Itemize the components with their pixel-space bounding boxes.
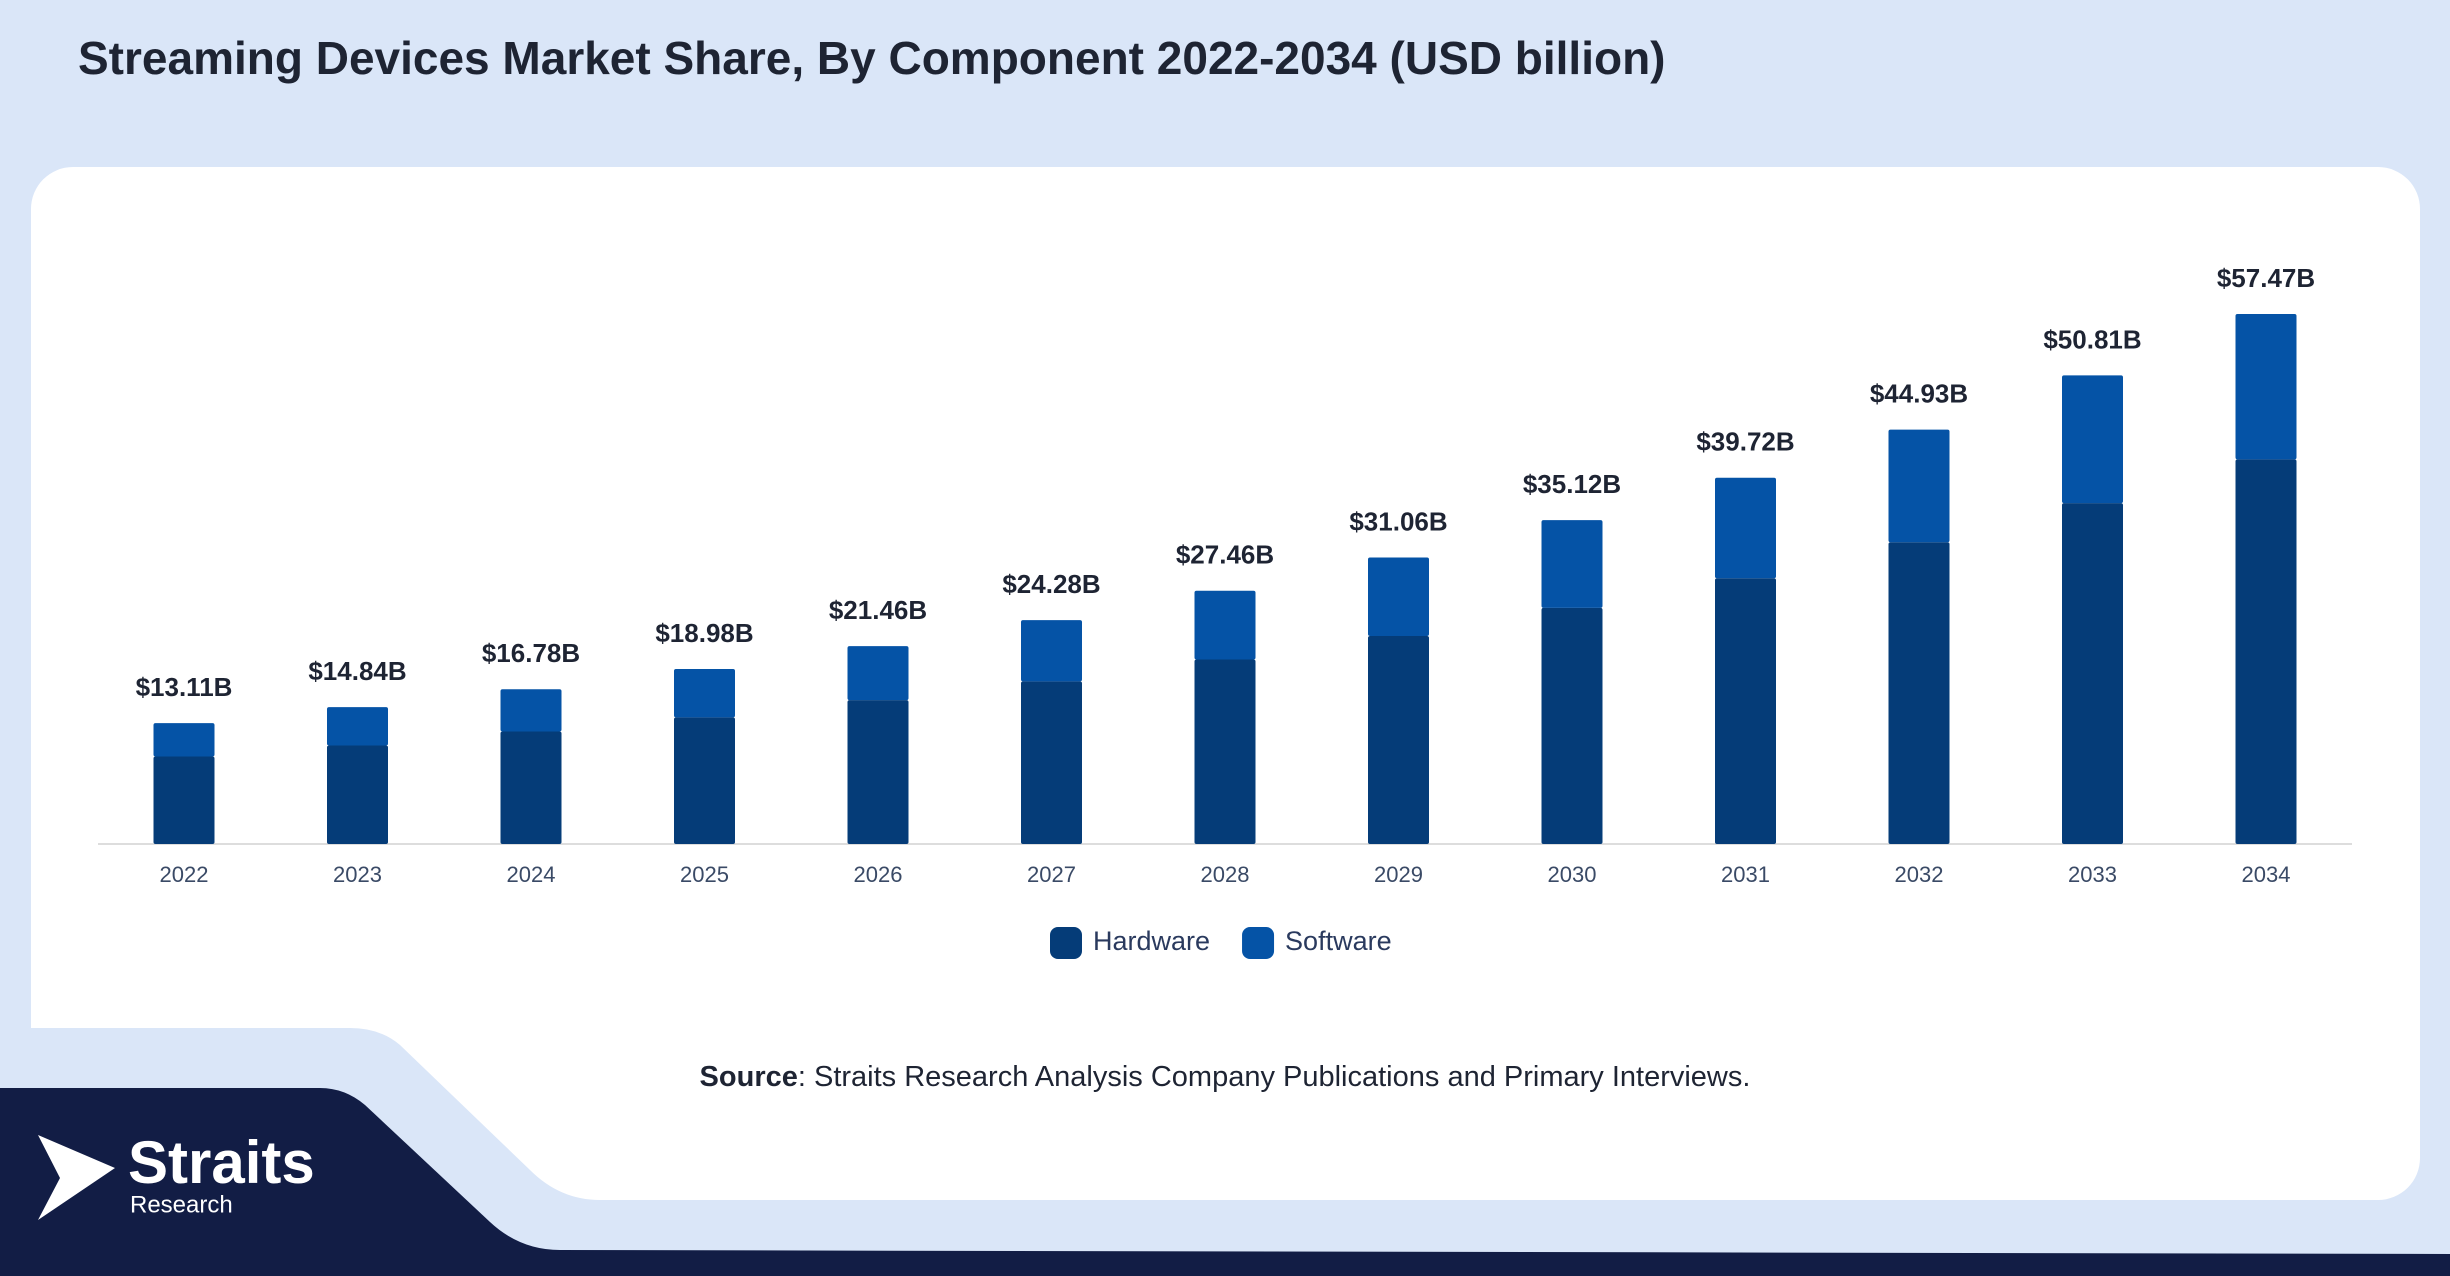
bar-segment xyxy=(1021,681,1082,844)
bar-segment xyxy=(2062,375,2123,504)
bar-segment xyxy=(2235,459,2297,844)
bar-segment xyxy=(500,689,562,732)
bar-segment xyxy=(1194,659,1256,844)
total-label: $57.47B xyxy=(2217,263,2315,293)
bar-segment xyxy=(1888,542,1950,844)
source: Source: Straits Research Analysis Compan… xyxy=(700,1061,1751,1093)
logo-icon xyxy=(38,1135,115,1220)
total-label: $13.11B xyxy=(136,672,233,702)
x-tick-label: 2031 xyxy=(1721,862,1770,887)
bar-segment xyxy=(1368,636,1429,844)
total-label: $31.06B xyxy=(1349,506,1447,536)
x-tick-label: 2024 xyxy=(507,862,556,887)
total-label: $18.98B xyxy=(655,618,753,648)
total-label: $27.46B xyxy=(1176,540,1274,570)
x-tick-label: 2029 xyxy=(1374,862,1423,887)
bar-segment xyxy=(674,668,735,718)
decor xyxy=(0,1028,2450,1276)
footer-band xyxy=(0,1088,2450,1276)
bar-segment xyxy=(1541,607,1603,844)
bar-segment xyxy=(153,723,215,757)
x-tick-label: 2034 xyxy=(2242,862,2291,887)
x-tick-label: 2027 xyxy=(1027,862,1076,887)
legend-label: Software xyxy=(1285,926,1392,956)
source-text: : Straits Research Analysis Company Publ… xyxy=(798,1061,1751,1093)
bar-segment xyxy=(327,745,388,844)
total-label: $21.46B xyxy=(829,595,927,625)
total-label: $24.28B xyxy=(1002,569,1100,599)
bar-segment xyxy=(153,756,215,844)
legend-swatch xyxy=(1242,927,1275,959)
bar-segment xyxy=(500,731,562,844)
total-label: $50.81B xyxy=(2043,324,2141,354)
x-tick-label: 2033 xyxy=(2068,862,2117,887)
bar-segment xyxy=(847,700,909,844)
legend-label: Hardware xyxy=(1093,926,1210,956)
bar-segment xyxy=(2235,314,2297,460)
total-label: $14.84B xyxy=(308,656,406,686)
x-tick-label: 2025 xyxy=(680,862,729,887)
x-tick-label: 2030 xyxy=(1548,862,1597,887)
legend-swatch xyxy=(1050,927,1082,959)
bar-segment xyxy=(1715,477,1776,579)
total-label: $39.72B xyxy=(1696,427,1794,457)
source-label: Source xyxy=(700,1061,798,1093)
bar-segment xyxy=(1194,590,1256,660)
bar-segment xyxy=(1888,429,1950,543)
total-label: $16.78B xyxy=(482,638,580,668)
chart-title: Streaming Devices Market Share, By Compo… xyxy=(78,32,1666,84)
bar-segment xyxy=(674,717,735,844)
x-tick-label: 2028 xyxy=(1201,862,1250,887)
x-tick-label: 2032 xyxy=(1895,862,1944,887)
x-tick-label: 2023 xyxy=(333,862,382,887)
bar-segment xyxy=(2062,503,2123,844)
total-label: $44.93B xyxy=(1870,379,1968,409)
bar-segment xyxy=(1368,557,1429,637)
brand: Straits xyxy=(128,1129,315,1196)
total-label: $35.12B xyxy=(1523,469,1621,499)
x-tick-label: 2022 xyxy=(160,862,209,887)
bar-segment xyxy=(847,646,909,701)
bar-segment xyxy=(1541,520,1603,608)
bar-segment xyxy=(327,707,388,746)
bar-segment xyxy=(1021,620,1082,682)
bar-segment xyxy=(1715,578,1776,844)
brand-sub: Research xyxy=(130,1191,233,1218)
x-tick-label: 2026 xyxy=(854,862,903,887)
